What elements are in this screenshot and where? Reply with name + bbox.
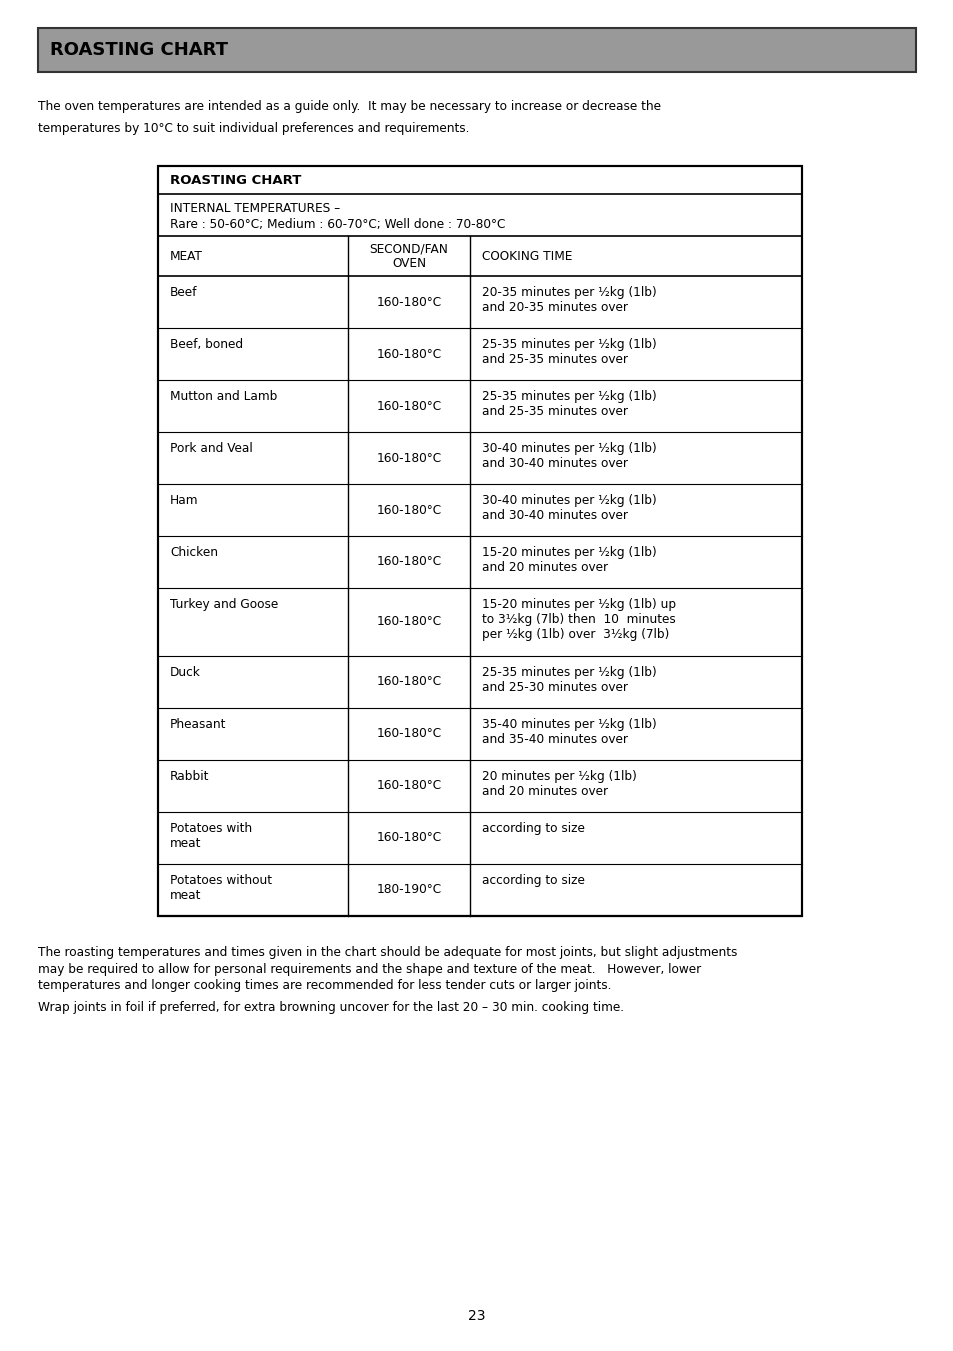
Text: 160-180°C: 160-180°C [376, 451, 441, 465]
Text: ROASTING CHART: ROASTING CHART [50, 41, 228, 59]
Text: 15-20 minutes per ½kg (1lb)
and 20 minutes over: 15-20 minutes per ½kg (1lb) and 20 minut… [482, 546, 657, 574]
Text: ROASTING CHART: ROASTING CHART [170, 174, 301, 186]
Text: Wrap joints in foil if preferred, for extra browning uncover for the last 20 – 3: Wrap joints in foil if preferred, for ex… [38, 1001, 623, 1015]
Text: The oven temperatures are intended as a guide only.  It may be necessary to incr: The oven temperatures are intended as a … [38, 100, 660, 113]
Text: according to size: according to size [482, 821, 584, 835]
Text: 30-40 minutes per ½kg (1lb)
and 30-40 minutes over: 30-40 minutes per ½kg (1lb) and 30-40 mi… [482, 442, 657, 470]
Text: Beef: Beef [170, 286, 197, 299]
Text: 35-40 minutes per ½kg (1lb)
and 35-40 minutes over: 35-40 minutes per ½kg (1lb) and 35-40 mi… [482, 717, 657, 746]
Text: Potatoes without
meat: Potatoes without meat [170, 874, 272, 902]
Text: may be required to allow for personal requirements and the shape and texture of : may be required to allow for personal re… [38, 963, 700, 975]
Text: temperatures by 10°C to suit individual preferences and requirements.: temperatures by 10°C to suit individual … [38, 122, 469, 135]
Text: 160-180°C: 160-180°C [376, 347, 441, 361]
Text: SECOND/FAN
OVEN: SECOND/FAN OVEN [370, 242, 448, 270]
Text: Beef, boned: Beef, boned [170, 338, 243, 351]
Text: Rabbit: Rabbit [170, 770, 209, 784]
Text: according to size: according to size [482, 874, 584, 888]
Text: 30-40 minutes per ½kg (1lb)
and 30-40 minutes over: 30-40 minutes per ½kg (1lb) and 30-40 mi… [482, 494, 657, 521]
Text: Ham: Ham [170, 494, 198, 507]
Text: 160-180°C: 160-180°C [376, 676, 441, 689]
Text: Pheasant: Pheasant [170, 717, 226, 731]
Bar [158, 166, 801, 916]
Text: Rare : 50-60°C; Medium : 60-70°C; Well done : 70-80°C: Rare : 50-60°C; Medium : 60-70°C; Well d… [170, 218, 505, 231]
Text: INTERNAL TEMPERATURES –: INTERNAL TEMPERATURES – [170, 203, 340, 215]
Text: 160-180°C: 160-180°C [376, 296, 441, 308]
Text: 160-180°C: 160-180°C [376, 555, 441, 569]
Text: 160-180°C: 160-180°C [376, 831, 441, 844]
Text: 25-35 minutes per ½kg (1lb)
and 25-30 minutes over: 25-35 minutes per ½kg (1lb) and 25-30 mi… [482, 666, 657, 694]
Text: Mutton and Lamb: Mutton and Lamb [170, 390, 277, 403]
Text: MEAT: MEAT [170, 250, 203, 262]
Text: 20 minutes per ½kg (1lb)
and 20 minutes over: 20 minutes per ½kg (1lb) and 20 minutes … [482, 770, 637, 798]
Text: 160-180°C: 160-180°C [376, 616, 441, 628]
Text: 160-180°C: 160-180°C [376, 504, 441, 516]
Text: Potatoes with
meat: Potatoes with meat [170, 821, 252, 850]
Text: temperatures and longer cooking times are recommended for less tender cuts or la: temperatures and longer cooking times ar… [38, 979, 611, 993]
Text: 180-190°C: 180-190°C [376, 884, 441, 897]
Text: 20-35 minutes per ½kg (1lb)
and 20-35 minutes over: 20-35 minutes per ½kg (1lb) and 20-35 mi… [482, 286, 657, 313]
Text: 23: 23 [468, 1309, 485, 1323]
Text: 160-180°C: 160-180°C [376, 727, 441, 740]
Text: 160-180°C: 160-180°C [376, 780, 441, 793]
Text: 25-35 minutes per ½kg (1lb)
and 25-35 minutes over: 25-35 minutes per ½kg (1lb) and 25-35 mi… [482, 390, 657, 417]
Text: The roasting temperatures and times given in the chart should be adequate for mo: The roasting temperatures and times give… [38, 946, 737, 959]
Text: Turkey and Goose: Turkey and Goose [170, 598, 278, 611]
Text: COOKING TIME: COOKING TIME [482, 250, 572, 262]
Bar [38, 28, 915, 72]
Text: Pork and Veal: Pork and Veal [170, 442, 253, 455]
Text: 160-180°C: 160-180°C [376, 400, 441, 412]
Text: Chicken: Chicken [170, 546, 218, 559]
Text: 25-35 minutes per ½kg (1lb)
and 25-35 minutes over: 25-35 minutes per ½kg (1lb) and 25-35 mi… [482, 338, 657, 366]
Text: Duck: Duck [170, 666, 201, 680]
Bar [158, 166, 801, 916]
Text: 15-20 minutes per ½kg (1lb) up
to 3½kg (7lb) then  10  minutes
per ½kg (1lb) ove: 15-20 minutes per ½kg (1lb) up to 3½kg (… [482, 598, 676, 640]
